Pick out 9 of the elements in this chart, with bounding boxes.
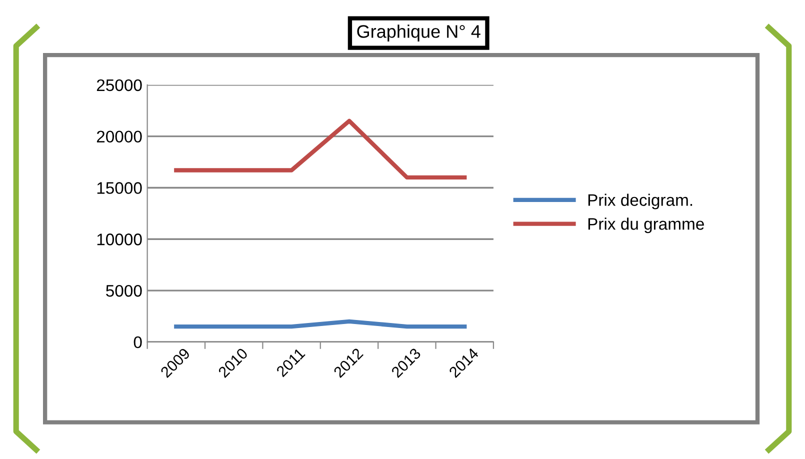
legend-label: Prix decigram. (588, 194, 692, 210)
chart-title: Graphique N° 4 (357, 24, 480, 42)
y-tick-label: 25000 (96, 79, 142, 92)
legend-label: Prix du gramme (588, 218, 704, 234)
y-tick-label: 0 (134, 336, 142, 348)
y-tick-label: 15000 (97, 182, 142, 194)
y-tick-label: 10000 (97, 234, 142, 246)
y-tick-label: 20000 (96, 130, 142, 143)
y-tick-label: 5000 (106, 284, 142, 297)
